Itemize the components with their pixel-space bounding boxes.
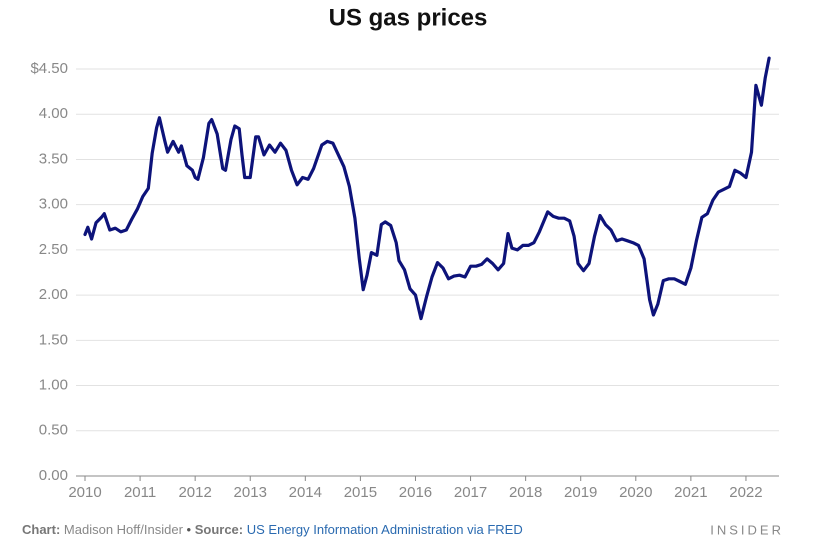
chart-title: US gas prices bbox=[329, 4, 488, 31]
chart-credit: Madison Hoff/Insider bbox=[64, 522, 184, 537]
x-tick-label: 2019 bbox=[564, 484, 597, 501]
x-tick-label: 2011 bbox=[124, 484, 156, 501]
footer-credit: Chart: Madison Hoff/Insider • Source: US… bbox=[22, 522, 523, 537]
source-label: Source: bbox=[195, 522, 243, 537]
y-tick-label: 2.00 bbox=[39, 286, 68, 303]
x-tick-label: 2018 bbox=[509, 484, 542, 501]
x-tick-label: 2017 bbox=[454, 484, 487, 501]
separator: • bbox=[187, 522, 192, 537]
y-tick-label: 2.50 bbox=[39, 241, 68, 258]
y-tick-label: 0.00 bbox=[39, 467, 68, 484]
brand: INSIDER bbox=[710, 522, 784, 537]
y-tick-label: 3.00 bbox=[39, 196, 68, 213]
y-tick-label: 4.00 bbox=[39, 105, 68, 122]
y-tick-label: 0.50 bbox=[39, 422, 68, 439]
x-tick-label: 2015 bbox=[344, 484, 377, 501]
x-tick-label: 2014 bbox=[289, 484, 322, 501]
y-tick-label: 1.50 bbox=[39, 331, 68, 348]
x-tick-label: 2012 bbox=[178, 484, 211, 501]
x-tick-label: 2013 bbox=[234, 484, 267, 501]
chart-label: Chart: bbox=[22, 522, 60, 537]
y-tick-label: 3.50 bbox=[39, 150, 68, 167]
source: US Energy Information Administration via… bbox=[247, 522, 523, 537]
y-tick-label: 1.00 bbox=[39, 377, 68, 394]
x-tick-label: 2022 bbox=[729, 484, 762, 501]
line bbox=[83, 56, 771, 321]
x-tick-label: 2010 bbox=[68, 484, 101, 501]
x-tick-label: 2021 bbox=[674, 484, 707, 501]
x-tick-label: 2016 bbox=[399, 484, 432, 501]
y-tick-label: $4.50 bbox=[30, 60, 68, 77]
x-tick-label: 2020 bbox=[619, 484, 652, 501]
